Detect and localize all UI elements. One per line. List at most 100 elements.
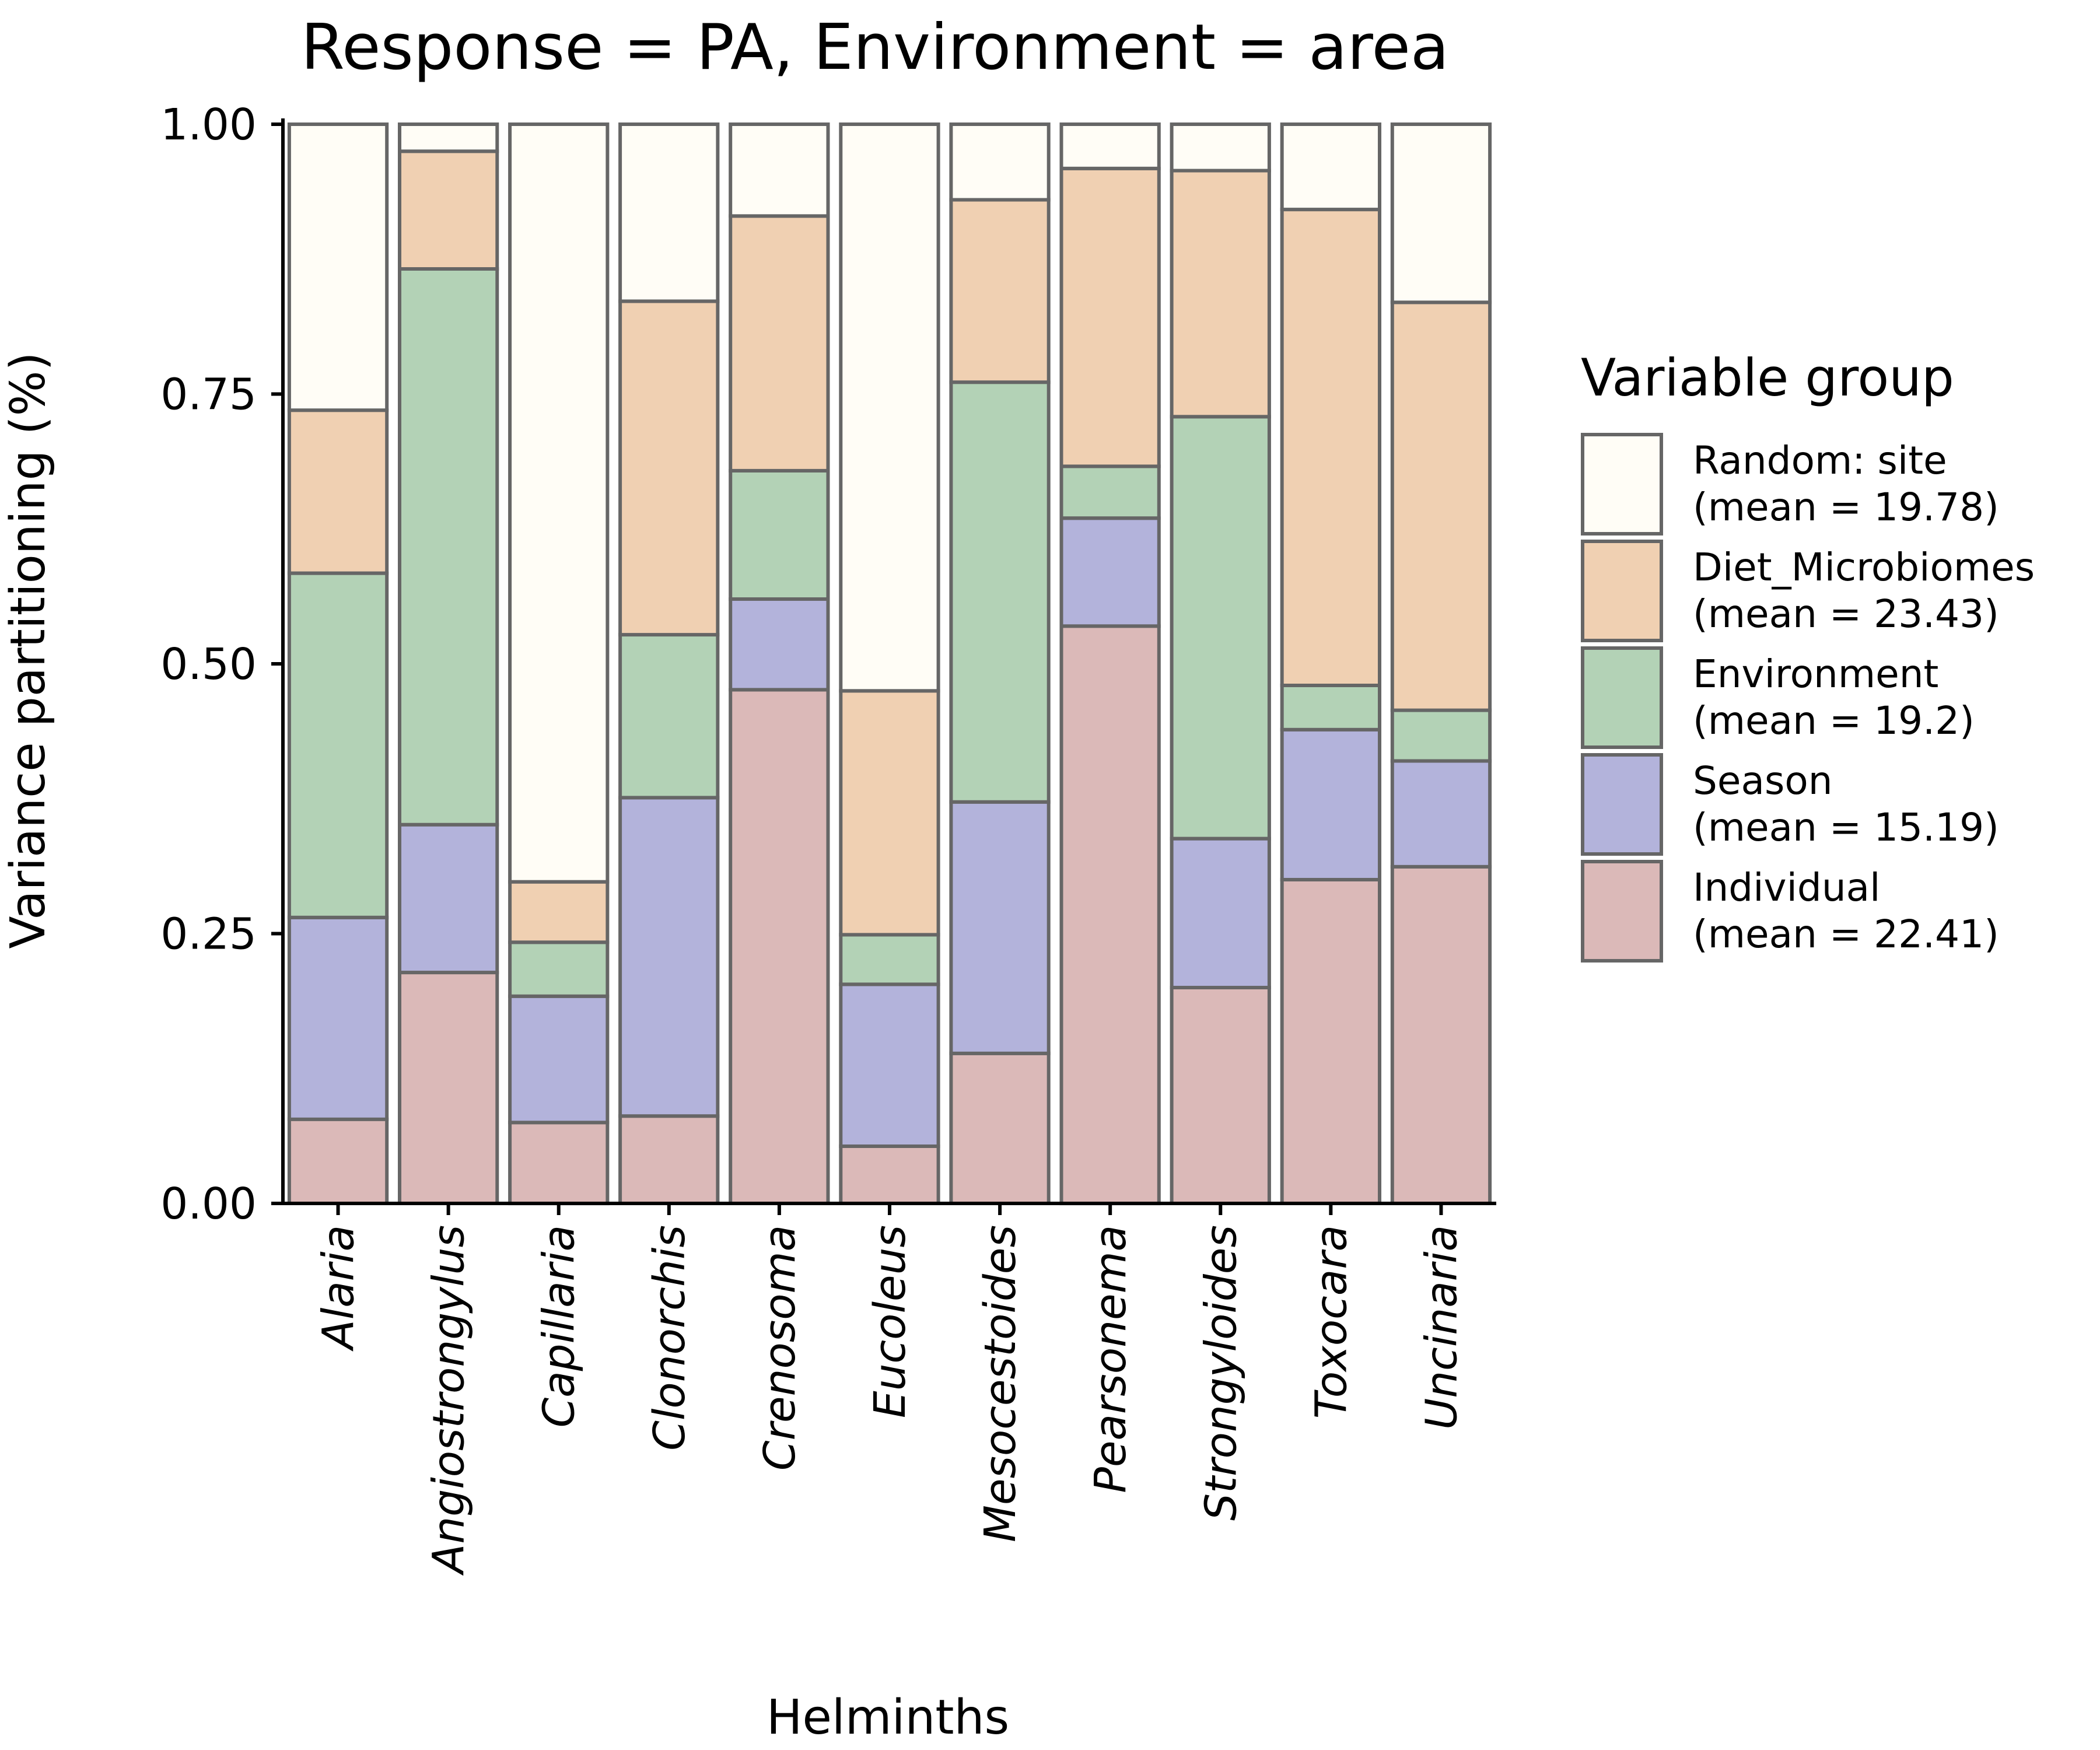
x-tick-label-mesocestoides: Mesocestoides: [975, 1225, 1026, 1542]
bar-stack-strongyloides: [1170, 123, 1271, 1205]
bar-segment-environment-eucoleus: [839, 933, 940, 986]
bar-segment-individual-eucoleus: [839, 1144, 940, 1205]
legend-mean: (mean = 19.78): [1693, 485, 1999, 530]
bar-segment-random-site-mesocestoides: [949, 123, 1051, 202]
bar-segment-diet-microbiomes-crenosoma: [729, 214, 830, 473]
bar-segment-individual-capillaria: [508, 1121, 610, 1206]
bar-segment-diet-microbiomes-strongyloides: [1170, 169, 1271, 419]
legend-item-environment: Environment(mean = 19.2): [1581, 646, 1975, 749]
bar-stack-capillaria: [508, 123, 610, 1206]
bar-stack-pearsonema: [1059, 123, 1161, 1206]
bar-segment-environment-alaria: [287, 571, 389, 919]
bar-segment-individual-mesocestoides: [949, 1051, 1051, 1206]
bar-segment-random-site-capillaria: [508, 123, 610, 884]
bar-stack-clonorchis: [618, 123, 720, 1205]
x-tick-label-crenosoma: Crenosoma: [755, 1225, 805, 1471]
chart-title: Response = PA, Environment = area: [301, 11, 1449, 84]
bar-segment-individual-crenosoma: [729, 688, 830, 1205]
legend: Variable group Random: site(mean = 19.78…: [1581, 348, 2035, 963]
bar-segment-season-toxocara: [1280, 727, 1381, 882]
bar-segment-individual-uncinaria: [1390, 864, 1492, 1206]
bar-segment-season-strongyloides: [1170, 836, 1271, 989]
bar-segment-environment-toxocara: [1280, 684, 1381, 732]
legend-key: [1581, 860, 1663, 963]
bar-stack-uncinaria: [1390, 123, 1492, 1206]
y-tick-label: 0.25: [160, 909, 257, 960]
x-tick-label-pearsonema: Pearsonema: [1086, 1225, 1136, 1493]
bar-segment-diet-microbiomes-pearsonema: [1059, 166, 1161, 468]
y-tick-label: 0.50: [160, 639, 257, 690]
x-axis-title: Helminths: [766, 1690, 1009, 1745]
legend-title: Variable group: [1581, 348, 1954, 408]
bar-segment-individual-alaria: [287, 1117, 389, 1205]
bar-segment-random-site-eucoleus: [839, 123, 940, 693]
legend-mean: (mean = 19.2): [1693, 698, 1975, 743]
bar-segment-environment-clonorchis: [618, 633, 720, 800]
x-axis: Alaria Angiostrongylus Capillaria Clonorchi…: [281, 1202, 1496, 1576]
bar-segment-individual-angiostrongylus: [398, 971, 499, 1205]
x-tick-label-capillaria: Capillaria: [534, 1225, 584, 1427]
legend-mean: (mean = 15.19): [1693, 805, 1999, 850]
bar-segment-season-capillaria: [508, 994, 610, 1125]
bar-segment-environment-angiostrongylus: [398, 267, 499, 827]
bar-segment-environment-uncinaria: [1390, 708, 1492, 763]
bar-segment-diet-microbiomes-capillaria: [508, 880, 610, 944]
bar-segment-environment-pearsonema: [1059, 464, 1161, 520]
x-tick-label-strongyloides: Strongyloides: [1196, 1225, 1246, 1521]
bar-segment-season-mesocestoides: [949, 800, 1051, 1055]
legend-label: Diet_Microbiomes: [1693, 545, 2035, 590]
legend-label: Environment: [1693, 652, 1938, 696]
x-tick-label-alaria: Alaria: [314, 1225, 364, 1352]
bar-segment-individual-strongyloides: [1170, 986, 1271, 1205]
bar-segment-individual-clonorchis: [618, 1114, 720, 1205]
legend-item-individual: Individual(mean = 22.41): [1581, 860, 1999, 963]
bar-segment-season-crenosoma: [729, 597, 830, 692]
bar-segment-diet-microbiomes-mesocestoides: [949, 198, 1051, 384]
y-tick-label: 0.00: [160, 1179, 257, 1229]
y-axis: 0.00 0.25 0.50 0.75 1.00: [160, 100, 285, 1229]
bar-segment-environment-strongyloides: [1170, 415, 1271, 841]
bar-segment-random-site-pearsonema: [1059, 123, 1161, 170]
bar-segment-random-site-toxocara: [1280, 123, 1381, 212]
bar-segment-random-site-crenosoma: [729, 123, 830, 218]
y-axis-title: Variance partitioning (%): [1, 352, 56, 949]
bar-stack-crenosoma: [729, 123, 830, 1205]
bar-segment-random-site-clonorchis: [618, 123, 720, 303]
bar-segment-season-eucoleus: [839, 982, 940, 1148]
bar-stack-mesocestoides: [949, 123, 1051, 1206]
bar-segment-diet-microbiomes-uncinaria: [1390, 300, 1492, 712]
bar-segment-season-clonorchis: [618, 796, 720, 1118]
bar-segment-diet-microbiomes-alaria: [287, 408, 389, 575]
bar-segment-random-site-strongyloides: [1170, 123, 1271, 173]
x-tick-label-toxocara: Toxocara: [1306, 1225, 1356, 1419]
bar-segment-individual-toxocara: [1280, 878, 1381, 1205]
bar-segment-season-pearsonema: [1059, 516, 1161, 628]
bar-segment-diet-microbiomes-angiostrongylus: [398, 149, 499, 271]
legend-key: [1581, 540, 1663, 642]
bar-segment-random-site-angiostrongylus: [398, 123, 499, 153]
bar-segment-diet-microbiomes-clonorchis: [618, 299, 720, 637]
bar-stack-angiostrongylus: [398, 123, 499, 1205]
bar-segment-diet-microbiomes-eucoleus: [839, 689, 940, 937]
bar-stack-alaria: [287, 123, 389, 1205]
y-tick-label: 0.75: [160, 370, 257, 420]
bar-segment-season-uncinaria: [1390, 759, 1492, 869]
legend-label: Season: [1693, 758, 1833, 803]
x-tick-label-uncinaria: Uncinaria: [1417, 1225, 1467, 1430]
x-axis-title-group: Helminths: [766, 1690, 1009, 1745]
x-tick-label-clonorchis: Clonorchis: [645, 1225, 695, 1451]
legend-item-random-site: Random: site(mean = 19.78): [1581, 433, 1999, 536]
bar-stack-toxocara: [1280, 123, 1381, 1205]
bar-segment-season-angiostrongylus: [398, 822, 499, 975]
bar-segment-random-site-uncinaria: [1390, 123, 1492, 304]
bar-stacks: [287, 123, 1492, 1206]
legend-item-diet-microbiomes: Diet_Microbiomes(mean = 23.43): [1581, 540, 2035, 642]
bar-stack-eucoleus: [839, 123, 940, 1205]
legend-label: Individual: [1693, 865, 1880, 910]
y-axis-title-group: Variance partitioning (%): [1, 352, 56, 949]
legend-item-season: Season(mean = 15.19): [1581, 753, 1999, 856]
legend-key: [1581, 433, 1663, 536]
legend-mean: (mean = 23.43): [1693, 592, 1999, 636]
y-tick-label: 1.00: [160, 100, 257, 150]
bar-segment-environment-capillaria: [508, 940, 610, 998]
